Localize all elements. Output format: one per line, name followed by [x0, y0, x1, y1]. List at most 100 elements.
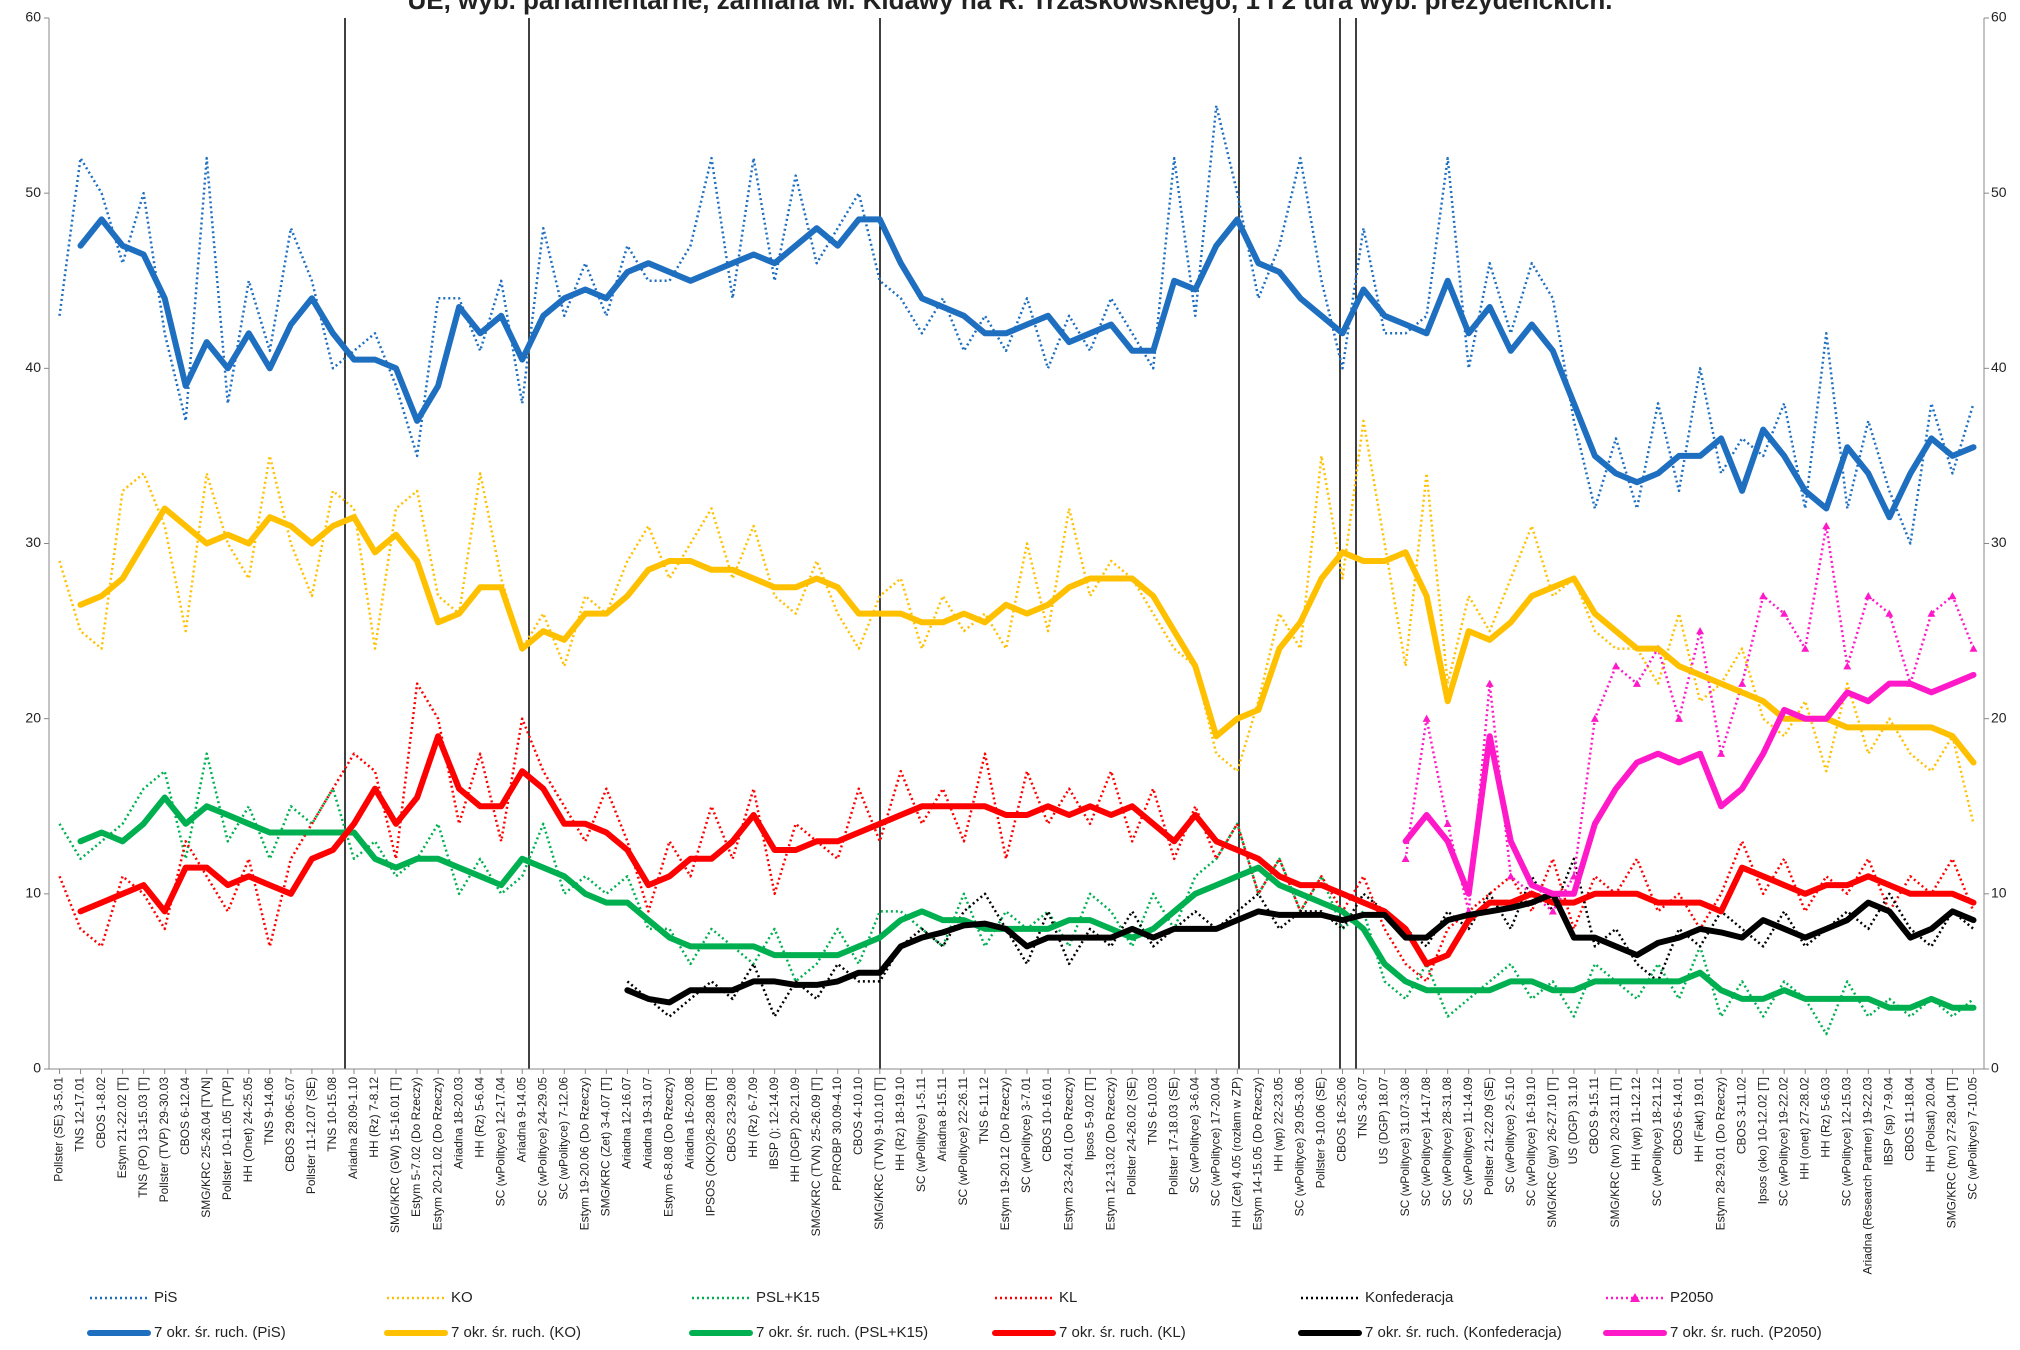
x-tick-label: HH (Rz) 18-19.10	[893, 1077, 907, 1171]
point-marker	[1675, 714, 1684, 722]
x-tick-label: HH (Onet) 24-25.05	[241, 1077, 255, 1183]
x-tick-label: SC (wPolityce) 14-17.08	[1419, 1077, 1433, 1207]
legend-label: 7 okr. śr. ruch. (Konfederacja)	[1365, 1324, 1562, 1341]
x-tick-label: HH (wp) 11-12.12	[1629, 1077, 1643, 1171]
moving-average-line	[77, 794, 1977, 1011]
y-tick-label: 30	[25, 534, 41, 550]
point-marker	[1401, 854, 1410, 862]
y-tick-label: 50	[25, 184, 41, 200]
y2-tick-label: 10	[1991, 885, 2007, 901]
point-marker	[1506, 872, 1515, 880]
point-marker	[1843, 662, 1852, 670]
x-tick-label: TNS 10-15.08	[325, 1077, 339, 1152]
legend-label: KO	[451, 1289, 473, 1306]
x-tick-label: SMG/KRC (gw) 26-27.10 [T]	[1545, 1077, 1559, 1228]
x-tick-label: CBOS 11-18.04	[1903, 1077, 1917, 1161]
x-tick-label: SC (wPolityce) 11-14.09	[1461, 1077, 1475, 1206]
x-tick-label: TNS 9-14.06	[262, 1077, 276, 1145]
x-tick-label: SC (wPolityce) 16-19.10	[1524, 1077, 1538, 1207]
x-tick-label: PP/ROBP 30.09-4.10	[830, 1077, 844, 1191]
point-marker	[1696, 627, 1705, 635]
x-tick-label: Estym 6-8.08 (Do Rzeczy)	[662, 1077, 676, 1217]
moving-average-line	[77, 505, 1977, 766]
y2-tick-label: 50	[1991, 184, 2007, 200]
x-tick-label: Estym 12-13.02 (Do Rzeczy)	[1103, 1077, 1117, 1230]
legend-label: PiS	[154, 1289, 177, 1306]
point-marker	[1864, 592, 1873, 600]
y-tick-label: 40	[25, 359, 41, 375]
x-tick-label: CBOS 16-25.06	[1335, 1077, 1349, 1162]
point-marker	[1422, 714, 1431, 722]
y2-tick-label: 60	[1991, 9, 2007, 25]
x-tick-label: IPSOS (OKO)26-28.08 [T]	[704, 1077, 718, 1216]
x-tick-label: Estym 23-24.01 (Do Rzeczy)	[1061, 1077, 1075, 1230]
x-tick-label: CBOS 4-10.10	[851, 1077, 865, 1155]
point-marker	[1548, 907, 1557, 915]
x-tick-label: SC (wPolityce) 12-15.03	[1839, 1077, 1853, 1207]
poll-line	[58, 752, 1975, 1036]
x-tick-label: SC (wPolityce) 1-5.11	[914, 1077, 928, 1192]
x-tick-label: Pollster 21-22.09 (SE)	[1482, 1077, 1496, 1195]
point-marker	[1927, 609, 1936, 617]
x-tick-label: SC (wPolityce) 22-26.11	[956, 1077, 970, 1206]
x-tick-label: SC (wPolityce) 3-6.04	[1187, 1077, 1201, 1193]
x-tick-label: Pollster (TVP) 29-30.03	[157, 1077, 171, 1203]
x-tick-label: SC (wPolityce) 28-31.08	[1440, 1077, 1454, 1207]
x-tick-label: Ariadna 19-31.07	[641, 1077, 655, 1169]
x-tick-label: IBSP (); 12-14.09	[767, 1077, 781, 1170]
x-tick-label: Estym 5-7.02 (Do Rzeczy)	[409, 1077, 423, 1217]
x-tick-label: SC (wPolityce) 7-10.05	[1966, 1077, 1980, 1200]
event-lines	[344, 18, 1357, 1069]
x-tick-label: Ipsos (oko) 10-12.02 [T]	[1755, 1077, 1769, 1204]
x-tick-label: TNS 12-17.01	[73, 1077, 87, 1152]
x-tick-label: Estym 19-20.12 (Do Rzeczy)	[998, 1077, 1012, 1230]
x-tick-label: CBOS 10-16.01	[1040, 1077, 1054, 1162]
x-tick-label: CBOS 6-14.01	[1671, 1077, 1685, 1155]
y-tick-label: 20	[25, 709, 41, 725]
x-tick-label: HH (Rz) 7-8.12	[367, 1077, 381, 1158]
poll-line	[58, 419, 1975, 825]
x-tick-label: CBOS 23-29.08	[725, 1077, 739, 1162]
x-tick-label: Ariadna 28.09-1.10	[346, 1077, 360, 1179]
x-tick-label: Estym 19-20.06 (Do Rzeczy)	[578, 1077, 592, 1230]
x-tick-label: SMG/KRC (TVN) 9-10.10 [T]	[872, 1077, 886, 1230]
point-marker	[1632, 679, 1641, 687]
x-tick-label: HH (Polsat) 20.04	[1924, 1077, 1938, 1173]
x-tick-label: SC (wPolityce) 29.05-3.06	[1293, 1077, 1307, 1217]
point-marker	[1780, 609, 1789, 617]
moving-average-line	[1402, 671, 1977, 897]
legend-label: KL	[1059, 1289, 1077, 1306]
x-tick-label: US (DGP) 31.10	[1566, 1077, 1580, 1165]
point-marker	[1759, 592, 1768, 600]
moving-average-line	[77, 216, 1977, 521]
x-tick-label: Pollster 11-12.07 (SE)	[304, 1077, 318, 1194]
x-tick-label: SMG/KRC (TVN) 25-26.09 [T]	[809, 1077, 823, 1236]
point-marker	[1443, 819, 1452, 827]
x-tick-label: CBOS 1-8.02	[94, 1077, 108, 1149]
legend-label: 7 okr. śr. ruch. (KO)	[451, 1324, 581, 1341]
x-tick-label: Pollster 17-18.03 (SE)	[1166, 1077, 1180, 1195]
point-marker	[1485, 679, 1494, 687]
x-tick-label: Estym 20-21.02 (Do Rzeczy)	[430, 1077, 444, 1230]
x-tick-label: IBSP (sp) 7-9.04	[1882, 1077, 1896, 1166]
point-marker	[1717, 749, 1726, 757]
x-tick-label: TNS 6-11.12	[977, 1077, 991, 1144]
x-tick-label: SC (wPolityce) 24-29.05	[535, 1077, 549, 1207]
x-tick-label: HH (Zet) 4.05 (rozłam w ZP)	[1230, 1077, 1244, 1228]
x-tick-label: SC (wPolityce) 31.07-3.08	[1398, 1077, 1412, 1217]
point-marker	[1822, 521, 1831, 530]
x-tick-label: CBOS 3-11.02	[1734, 1077, 1748, 1154]
x-tick-label: SC (wPolityce) 18-21.12	[1650, 1077, 1664, 1207]
legend-label: P2050	[1670, 1289, 1713, 1306]
y-tick-label: 60	[25, 9, 41, 25]
y-tick-label: 0	[33, 1060, 41, 1076]
x-tick-label: TNS 6-10.03	[1145, 1077, 1159, 1145]
point-marker	[1948, 592, 1957, 600]
x-tick-label: SMG/KRC 25-26.04 [TVN]	[199, 1077, 213, 1218]
x-tick-label: SC (wPolityce) 19-22.02	[1776, 1077, 1790, 1207]
x-tick-label: HH (DGP) 20-21.09	[788, 1077, 802, 1183]
legend-label: PSL+K15	[756, 1289, 820, 1306]
x-tick-label: Ipsos 5-9.02 [T]	[1082, 1077, 1096, 1160]
y2-tick-label: 20	[1991, 709, 2007, 725]
x-tick-label: TNS (PO) 13-15.03 [T]	[136, 1077, 150, 1198]
